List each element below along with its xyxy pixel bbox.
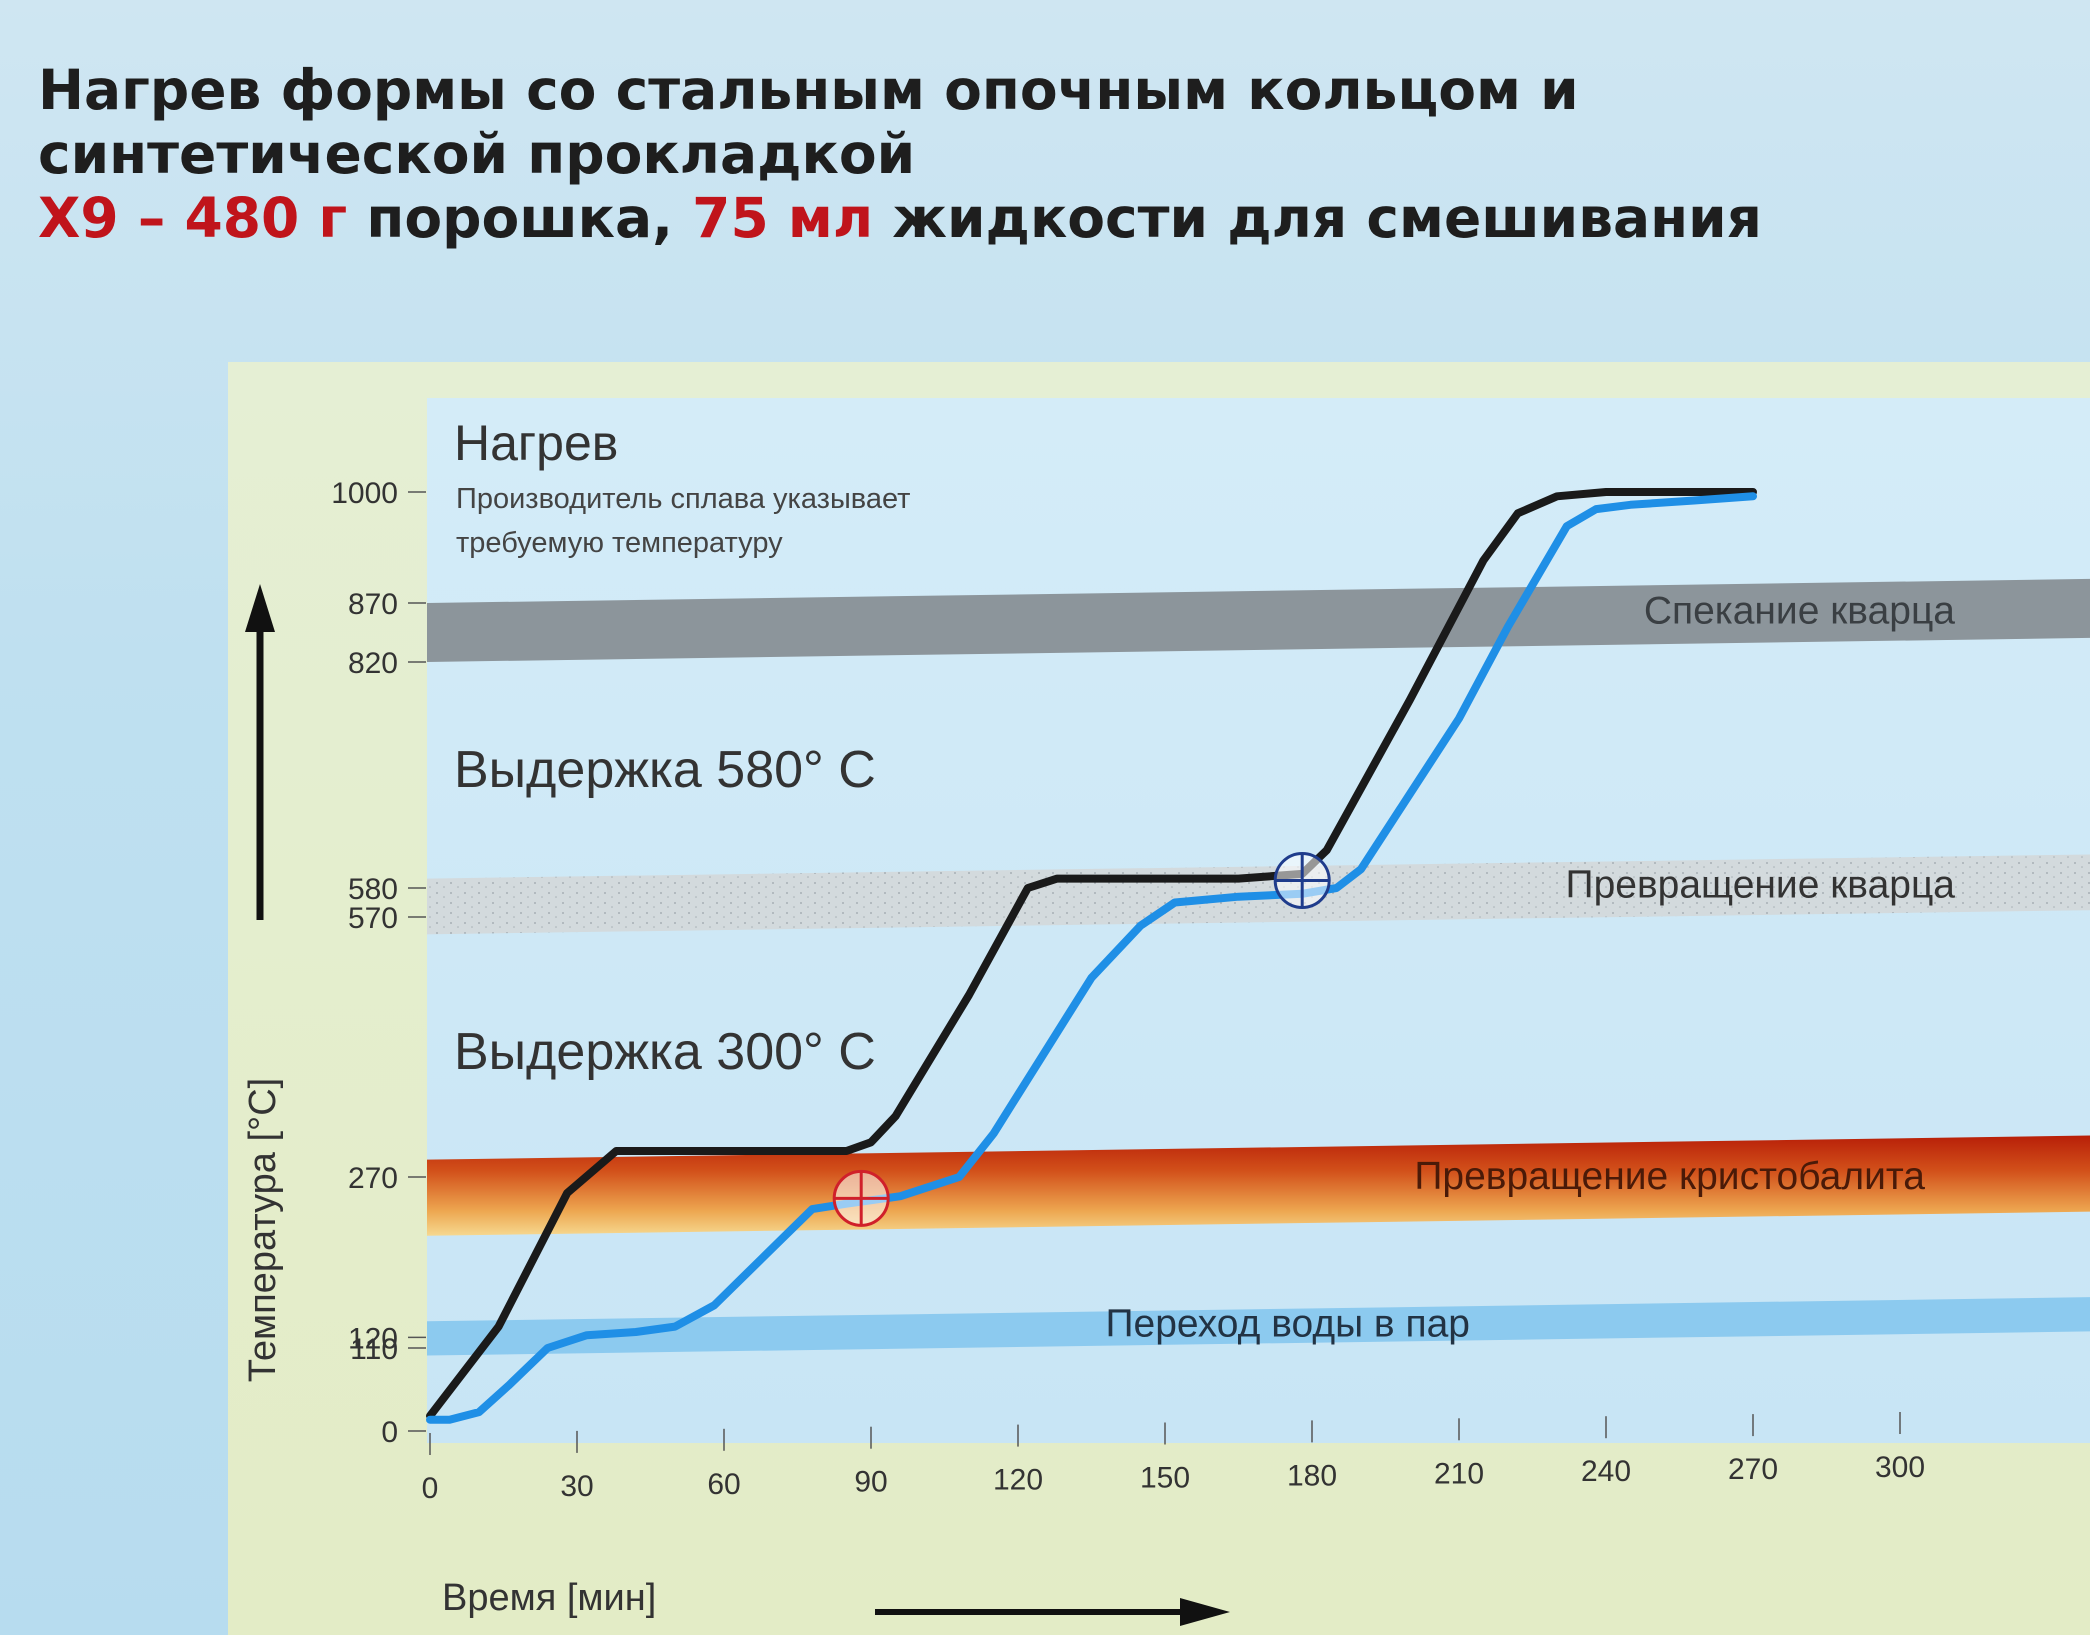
band-quartz-transformation-label: Превращение кварца <box>1566 863 1956 906</box>
x-tick-label: 120 <box>993 1464 1043 1497</box>
page-title: Нагрев формы со стальным опочным кольцом… <box>38 58 1938 250</box>
series-line-blue <box>426 492 1757 1424</box>
x-tick-label: 90 <box>854 1466 887 1499</box>
transition-markers <box>832 851 1331 1227</box>
title-line-2: синтетической прокладкой <box>38 122 916 186</box>
x-tick-label: 270 <box>1728 1453 1778 1486</box>
y-tick-label: 270 <box>348 1162 398 1195</box>
x-tick-label: 0 <box>422 1472 439 1505</box>
title-liquid-amount: 75 мл <box>692 186 874 250</box>
x-axis-label: Время [мин] <box>442 1577 656 1619</box>
band-water-to-steam-label: Переход воды в пар <box>1105 1302 1470 1345</box>
y-axis-label: Температура [°C] <box>242 1078 284 1382</box>
x-tick-label: 240 <box>1581 1455 1631 1488</box>
y-tick-label: 0 <box>381 1416 398 1449</box>
y-tick-label: 110 <box>350 1333 398 1366</box>
annotation-heating: Нагрев <box>454 415 618 471</box>
x-tick-label: 180 <box>1287 1459 1337 1492</box>
cristobalite-marker <box>832 1169 890 1227</box>
x-tick-label: 210 <box>1434 1457 1484 1490</box>
series-lines <box>426 488 1757 1424</box>
band-cristobalite-transformation-label: Превращение кристобалита <box>1414 1155 1925 1198</box>
y-axis-arrow <box>245 584 275 920</box>
title-line-3: X9 – 480 г порошка, 75 мл жидкости для с… <box>38 186 1938 250</box>
x-tick-label: 300 <box>1875 1451 1925 1484</box>
y-tick-label: 580 <box>348 873 398 906</box>
y-tick-label: 120 <box>348 1322 398 1355</box>
title-line-1: Нагрев формы со стальным опочным кольцом… <box>38 58 1579 122</box>
x-tick-label: 150 <box>1140 1462 1190 1495</box>
y-tick-label: 1000 <box>331 477 398 510</box>
x-tick-label: 60 <box>707 1468 740 1501</box>
band-water-to-steam <box>427 1297 2090 1356</box>
series-line-black <box>426 488 1757 1420</box>
y-tick-label: 570 <box>348 902 398 935</box>
band-quartz-sintering-label: Спекание кварца <box>1644 589 1955 632</box>
annotation-hold-300: Выдержка 300° C <box>454 1023 876 1081</box>
band-quartz-sintering <box>427 578 2090 662</box>
title-powder-text: порошка, <box>347 186 693 250</box>
annotation-manufacturer-note-2: требуемую температуру <box>456 527 783 559</box>
quartz-marker <box>1273 851 1331 909</box>
x-axis-arrow <box>875 1598 1230 1626</box>
title-powder-amount: X9 – 480 г <box>38 186 348 250</box>
annotation-manufacturer-note-1: Производитель сплава указывает <box>456 483 910 515</box>
title-liquid-text: жидкости для смешивания <box>873 186 1762 250</box>
annotation-hold-580: Выдержка 580° C <box>454 741 876 799</box>
y-tick-label: 820 <box>348 647 398 680</box>
y-tick-label: 870 <box>348 588 398 621</box>
x-tick-label: 30 <box>560 1470 593 1503</box>
